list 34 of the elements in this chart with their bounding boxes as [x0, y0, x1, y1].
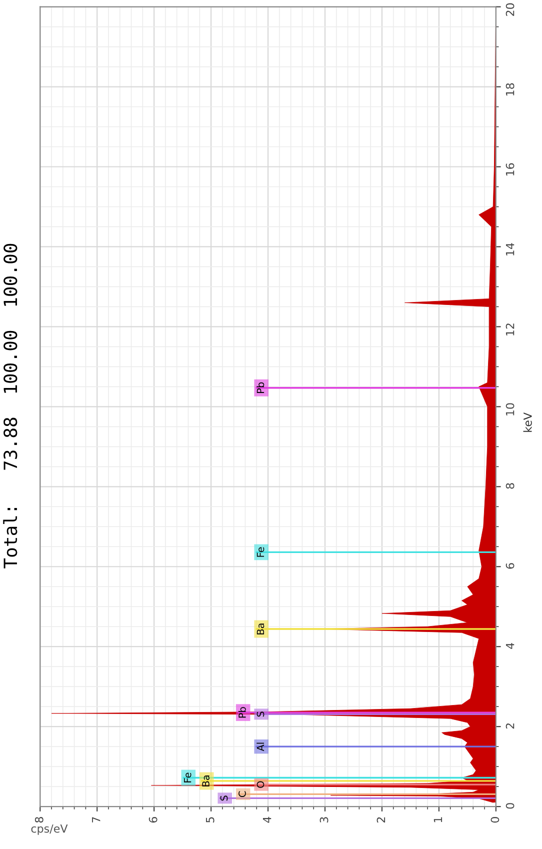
ref-line-label: Pb	[256, 382, 264, 393]
x-tick-label: 8	[34, 817, 44, 823]
y-tick-label: 12	[506, 324, 514, 336]
x-axis-title: cps/eV	[31, 824, 68, 835]
x-tick-label: 5	[206, 817, 214, 822]
x-tick-label: 1	[434, 817, 442, 822]
y-tick-label: 14	[506, 243, 514, 256]
x-tick-label: 4	[262, 816, 272, 823]
y-tick-label: 0	[506, 803, 514, 809]
x-tick-label: 6	[148, 816, 158, 823]
y-tick-label: 8	[506, 483, 514, 489]
ref-line-label: Pb	[238, 707, 246, 718]
y-tick-label: 6	[506, 563, 514, 569]
ref-line-label: S	[220, 796, 228, 801]
x-tick-label: 3	[320, 817, 328, 822]
text: Total: 73.88 100.00 100.00	[3, 244, 18, 568]
y-tick-label: 20	[506, 3, 514, 16]
y-tick-label: 18	[506, 83, 514, 96]
x-tick-label: 7	[92, 817, 100, 822]
ref-line-label: S	[256, 712, 264, 717]
ref-line-label: O	[256, 781, 264, 788]
y-axis-title: keV	[523, 412, 532, 432]
x-tick-label: 2	[376, 817, 386, 823]
ref-line-label: Ba	[256, 624, 264, 634]
y-tick-label: 4	[506, 643, 514, 649]
ref-line-label: Ba	[202, 776, 210, 786]
ref-line-label: Al	[256, 742, 264, 752]
y-tick-label: 10	[506, 403, 514, 416]
y-tick-label: 2	[506, 723, 514, 729]
ref-line-label: Fe	[184, 772, 192, 782]
y-tick-label: 16	[506, 163, 514, 176]
ref-line-label: C	[238, 791, 246, 798]
ref-line-label: Fe	[256, 547, 264, 557]
x-tick-label: 0	[490, 817, 500, 823]
